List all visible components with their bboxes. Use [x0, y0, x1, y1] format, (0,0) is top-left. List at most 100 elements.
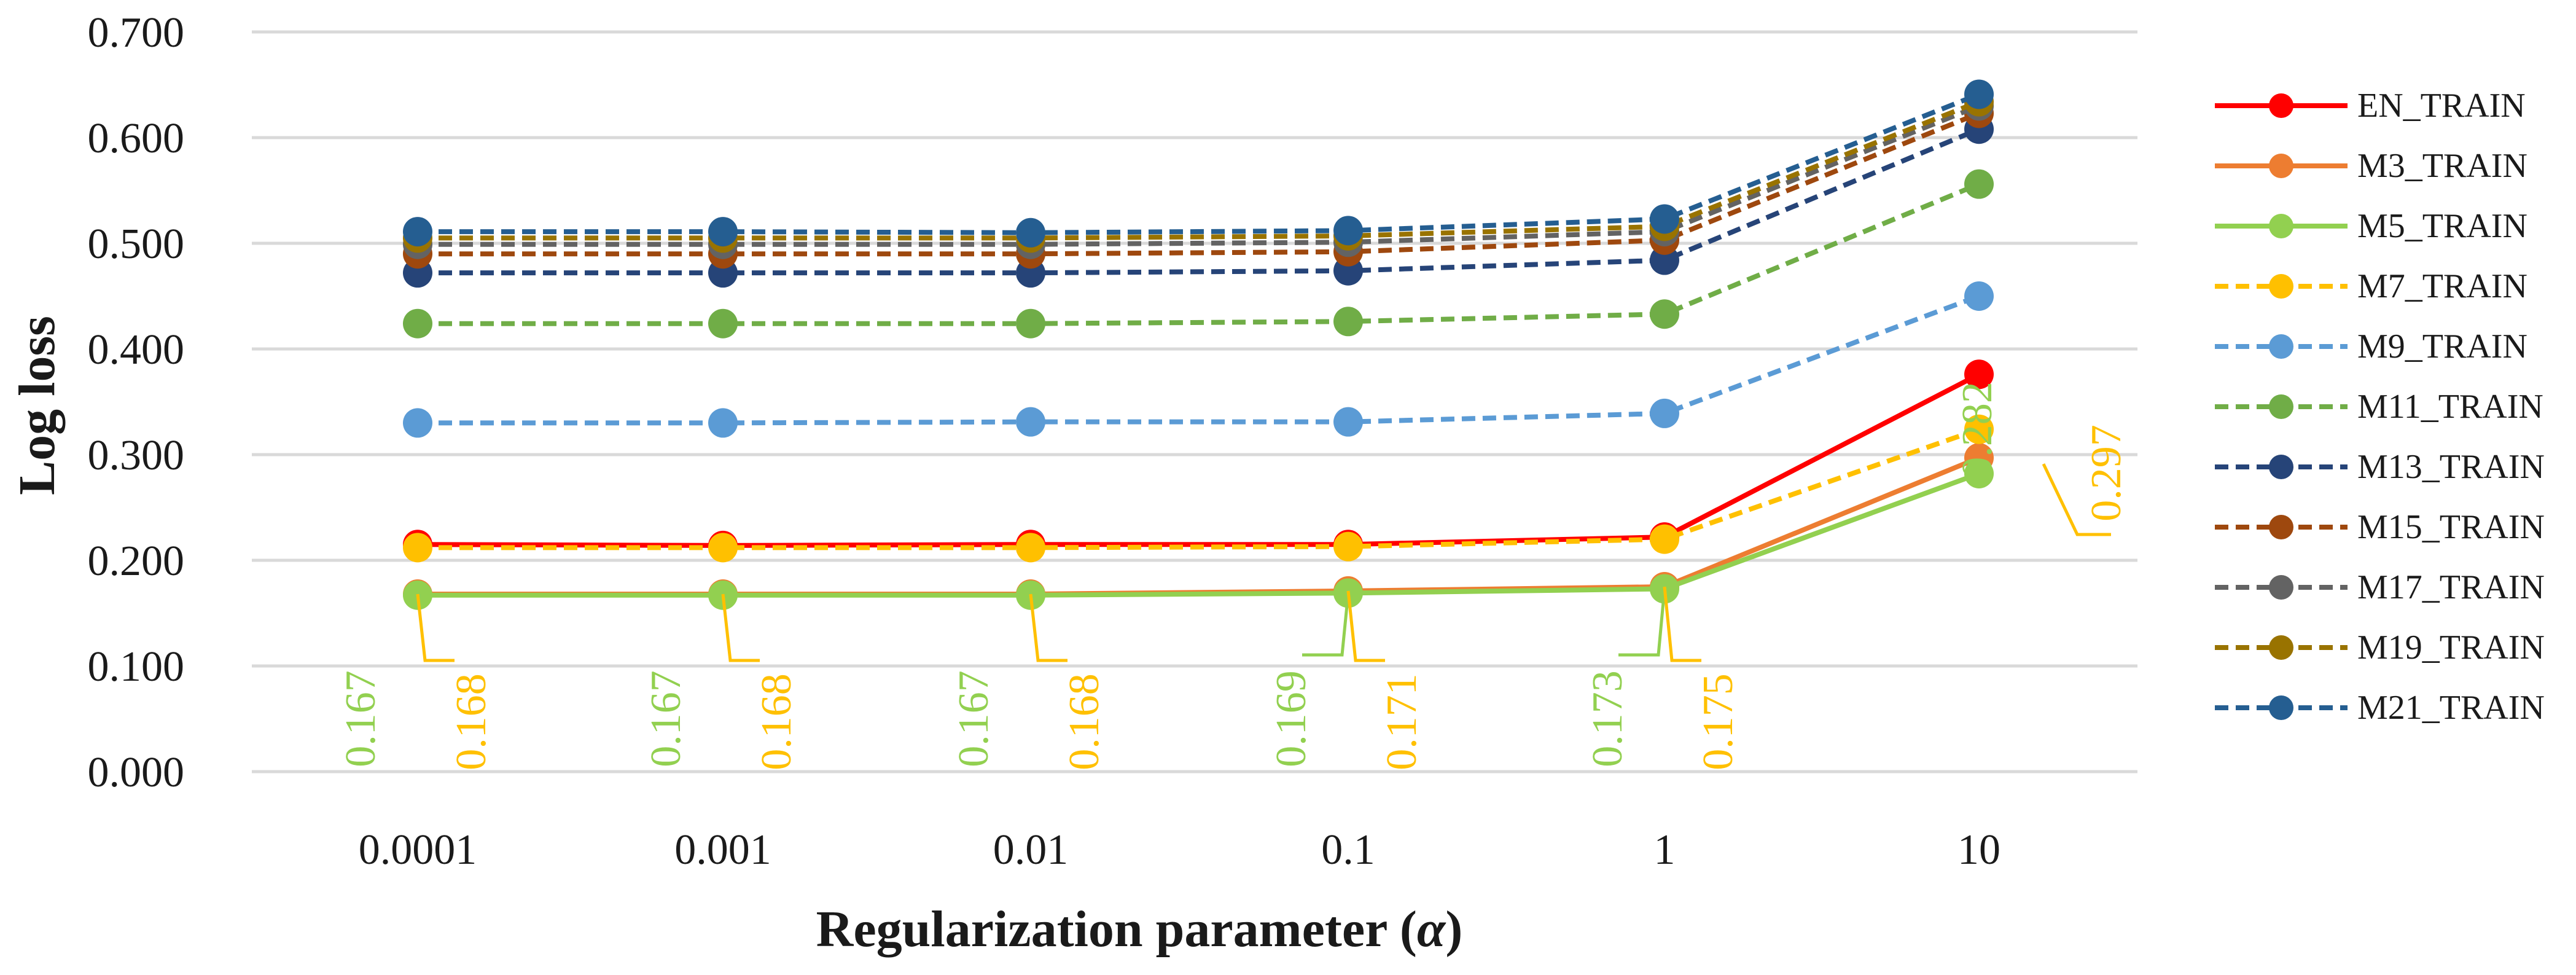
data-point	[1964, 281, 1994, 311]
data-point	[1964, 169, 1994, 199]
series-line	[418, 426, 1980, 550]
legend-item-m11-train: M11_TRAIN	[2215, 388, 2543, 426]
data-point	[1964, 79, 1994, 109]
data-annotation: 0.167	[950, 670, 997, 767]
data-label: 0.171	[1378, 673, 1426, 770]
x-tick-label: 1	[1654, 826, 1676, 874]
legend-item-m5-train: M5_TRAIN	[2215, 207, 2527, 245]
series-m9-train	[403, 281, 1994, 438]
data-point	[1333, 216, 1363, 246]
series-line	[418, 471, 1980, 598]
legend-swatch-marker	[2269, 635, 2293, 660]
data-annotation: 0.173	[1584, 589, 1666, 767]
data-label: 0.282	[1954, 382, 2001, 479]
data-point	[1016, 407, 1045, 437]
legend-swatch-marker	[2269, 154, 2293, 178]
data-annotation: 0.171	[1346, 590, 1426, 770]
data-annotation: 0.168	[416, 593, 495, 770]
y-tick-label: 0.300	[88, 432, 185, 479]
annotation-leader	[1346, 590, 1385, 662]
annotation-leader	[1618, 589, 1666, 657]
data-point	[1333, 307, 1363, 337]
legend-item-m9-train: M9_TRAIN	[2215, 327, 2527, 366]
legend-item-m21-train: M21_TRAIN	[2215, 689, 2545, 727]
data-annotation: 0.175	[1663, 586, 1742, 770]
data-annotation: 0.168	[1029, 593, 1108, 770]
x-tick-label: 0.001	[674, 826, 771, 874]
data-annotation: 0.169	[1268, 593, 1350, 767]
series-line	[417, 372, 1980, 548]
series-line	[418, 103, 1980, 247]
data-annotation: 0.282	[1954, 382, 2001, 479]
data-label: 0.297	[2083, 425, 2130, 522]
series-m19-train	[403, 87, 1994, 253]
data-annotation: 0.167	[337, 670, 384, 767]
data-label: 0.168	[1061, 673, 1108, 770]
data-label: 0.173	[1584, 670, 1631, 767]
data-point	[403, 408, 432, 438]
series-line	[418, 111, 1980, 257]
legend-label: M5_TRAIN	[2357, 207, 2527, 245]
data-point	[403, 217, 432, 247]
data-point	[1016, 308, 1045, 339]
y-tick-label: 0.700	[88, 9, 185, 57]
legend-label: M9_TRAIN	[2357, 327, 2527, 366]
y-tick-label: 0.000	[88, 749, 185, 796]
x-tick-label: 10	[1957, 826, 2000, 874]
data-point	[1964, 458, 1994, 488]
plot-series	[403, 79, 1994, 610]
legend-label: M13_TRAIN	[2357, 448, 2545, 486]
legend-label: M7_TRAIN	[2357, 267, 2527, 305]
legend-item-m17-train: M17_TRAIN	[2215, 568, 2545, 606]
series-m5-train	[403, 458, 1994, 610]
legend-swatch-marker	[2269, 394, 2293, 419]
legend-item-m3-train: M3_TRAIN	[2215, 147, 2527, 185]
x-tick-label: 0.1	[1321, 826, 1375, 874]
data-label: 0.167	[950, 670, 997, 767]
y-tick-label: 0.600	[88, 115, 185, 162]
data-point	[1016, 533, 1045, 563]
x-tick-label: 0.01	[993, 826, 1069, 874]
data-point	[708, 308, 738, 339]
data-annotation: 0.167	[642, 670, 690, 767]
legend-swatch-marker	[2269, 334, 2293, 359]
series-m11-train	[403, 169, 1994, 339]
data-point	[1650, 398, 1679, 428]
legend-swatch-marker	[2269, 695, 2293, 720]
data-point	[1333, 407, 1363, 437]
series-m21-train	[403, 79, 1994, 248]
data-point	[1333, 531, 1363, 562]
data-point	[708, 408, 738, 438]
legend-label: EN_TRAIN	[2357, 87, 2526, 125]
legend-swatch-marker	[2269, 515, 2293, 539]
data-point	[1650, 299, 1679, 329]
series-line	[418, 99, 1980, 241]
legend-swatch-marker	[2269, 575, 2293, 600]
annotation-leader	[721, 593, 760, 662]
data-point	[403, 308, 432, 339]
legend-item-m7-train: M7_TRAIN	[2215, 267, 2527, 305]
legend-label: M15_TRAIN	[2357, 508, 2545, 546]
data-point	[708, 217, 738, 247]
x-axis-title-alpha: α	[1417, 901, 1446, 958]
x-axis-tick-labels: 0.0001 0.001 0.01 0.1 1 10	[359, 826, 2000, 874]
series-line	[418, 127, 1980, 276]
legend-label: M21_TRAIN	[2357, 689, 2545, 727]
data-label: 0.169	[1268, 670, 1315, 767]
data-point	[1650, 524, 1679, 554]
y-tick-label: 0.400	[88, 326, 185, 374]
legend-label: M17_TRAIN	[2357, 568, 2545, 606]
data-label: 0.168	[448, 673, 495, 770]
legend: EN_TRAIN M3_TRAIN M5_TRAIN M7_TRAIN M9_TRAIN…	[2215, 87, 2545, 727]
legend-item-m19-train: M19_TRAIN	[2215, 628, 2545, 667]
series-line	[418, 294, 1980, 426]
data-label: 0.167	[642, 670, 690, 767]
legend-item-en-train: EN_TRAIN	[2215, 87, 2526, 125]
data-label-annotations: 0.167 0.168 0.167 0.168 0.167 0.168 0.169 0.171…	[337, 382, 2130, 770]
legend-item-m15-train: M15_TRAIN	[2215, 508, 2545, 546]
data-point	[1964, 414, 1994, 444]
data-label: 0.168	[753, 673, 800, 770]
x-axis-title-close: )	[1445, 901, 1462, 958]
data-point	[1016, 217, 1045, 248]
y-axis-title: Log loss	[9, 316, 66, 495]
